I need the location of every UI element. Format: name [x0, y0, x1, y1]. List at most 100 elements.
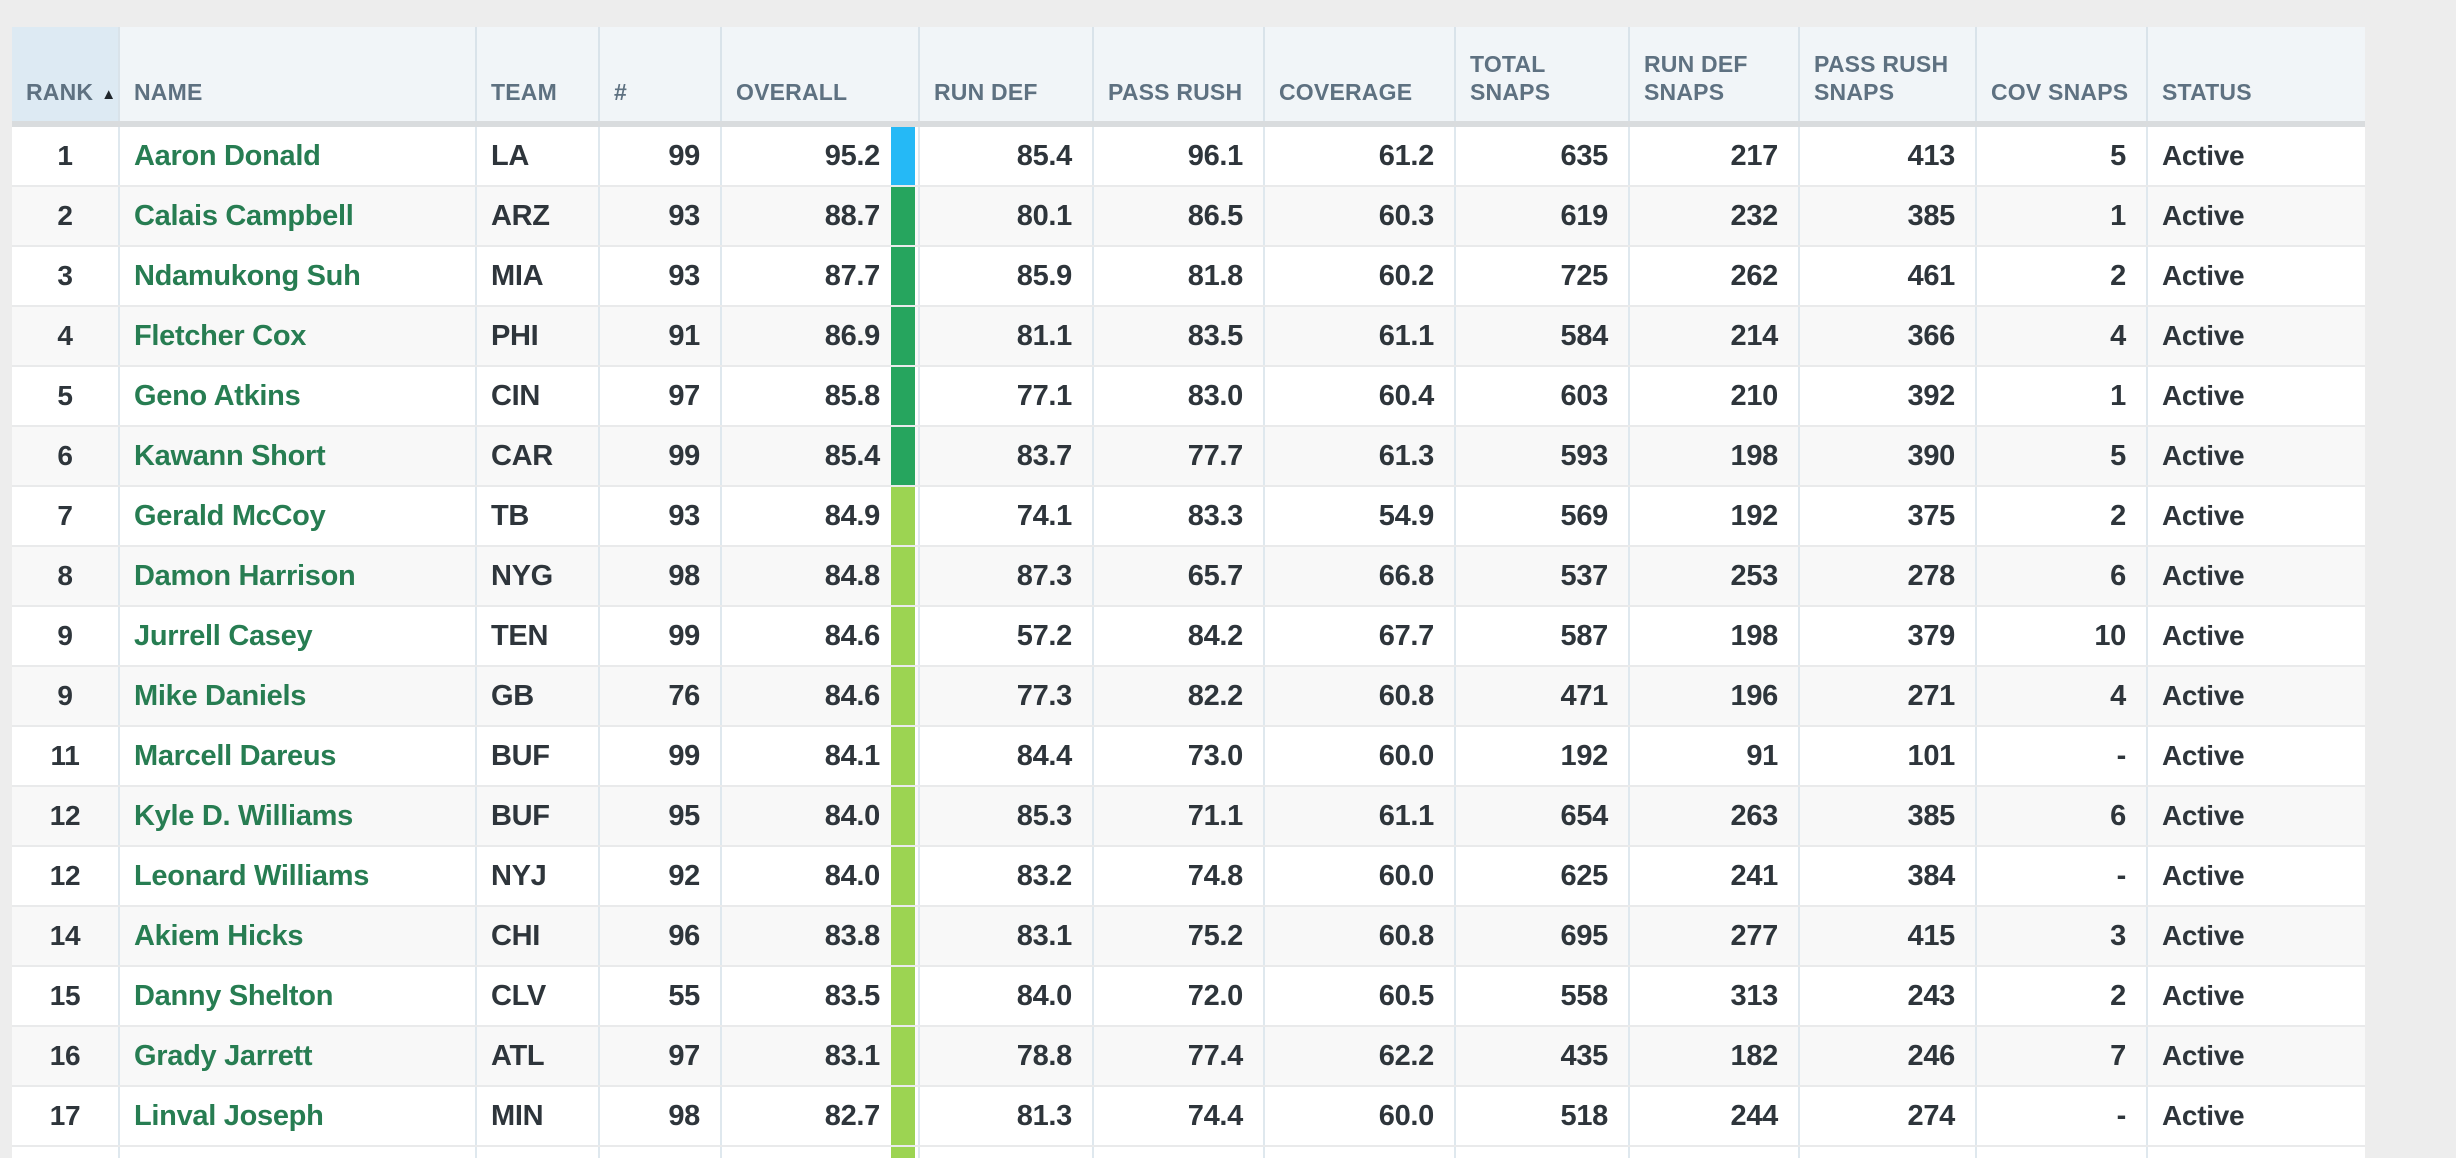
cell-pass_rush_snaps: 413 [1800, 127, 1977, 185]
cell-run_def_snaps: 313 [1630, 967, 1800, 1025]
player-link[interactable]: Kyle D. Williams [134, 799, 353, 832]
column-header-pass_rush_snaps[interactable]: PASS RUSH SNAPS [1800, 27, 1977, 121]
cell-pass_rush_snaps: 375 [1800, 487, 1977, 545]
cell-run_def: 84.0 [920, 967, 1094, 1025]
cell-pass_rush: 96.1 [1094, 127, 1265, 185]
column-header-name[interactable]: NAME [120, 27, 477, 121]
player-link[interactable]: Grady Jarrett [134, 1039, 313, 1072]
cell-cov_snaps: - [1977, 727, 2148, 785]
player-link[interactable]: Fletcher Cox [134, 319, 307, 352]
overall-grade-value: 85.4 [824, 439, 881, 472]
column-header-run_def[interactable]: RUN DEF [920, 27, 1094, 121]
player-link[interactable]: Kawann Short [134, 439, 326, 472]
player-link[interactable]: Gerald McCoy [134, 499, 326, 532]
cell-pass_rush: 72.0 [1094, 967, 1265, 1025]
cell-run_def_snaps: 198 [1630, 607, 1800, 665]
cell-pass_rush: 82.2 [1094, 667, 1265, 725]
cell-status: Active [2148, 127, 2365, 185]
cell-coverage: 60.5 [1265, 967, 1456, 1025]
cell-rank: 14 [12, 907, 120, 965]
column-header-rank[interactable]: RANK ▲ [12, 27, 120, 121]
cell-overall: 83.5 [722, 967, 920, 1025]
cell-total_snaps: 192 [1456, 727, 1630, 785]
overall-grade-bar [891, 907, 915, 965]
cell-jersey: 99 [600, 427, 722, 485]
cell-coverage: 60.4 [1265, 367, 1456, 425]
cell-name: Jurrell Casey [120, 607, 477, 665]
column-header-run_def_snaps[interactable]: RUN DEF SNAPS [1630, 27, 1800, 121]
cell-total_snaps: 435 [1456, 1027, 1630, 1085]
cell-rank: 5 [12, 367, 120, 425]
column-header-total_snaps[interactable]: TOTAL SNAPS [1456, 27, 1630, 121]
status-badge: Active [2162, 800, 2245, 831]
cell-team: GB [477, 667, 600, 725]
cell-rank: 12 [12, 787, 120, 845]
column-header-jersey[interactable]: # [600, 27, 722, 121]
column-header-label: STATUS [2162, 79, 2252, 106]
cell-pass_rush_snaps: 101 [1800, 727, 1977, 785]
cell-pass_rush_snaps: 385 [1800, 787, 1977, 845]
cell-pass_rush: 74.8 [1094, 847, 1265, 905]
player-link[interactable]: Akiem Hicks [134, 919, 304, 952]
table-row: 12 Leonard Williams NYJ 92 84.0 83.2 74.8 60.0 6… [12, 847, 2365, 907]
cell-jersey: 99 [600, 127, 722, 185]
cell-status: Active [2148, 427, 2365, 485]
player-link[interactable]: Geno Atkins [134, 379, 301, 412]
cell-overall: 84.1 [722, 727, 920, 785]
table-row: 17 Linval Joseph MIN 98 82.7 81.3 74.4 60.0 518 2… [12, 1087, 2365, 1147]
column-header-overall[interactable]: OVERALL [722, 27, 920, 121]
cell-status [2148, 1147, 2365, 1158]
overall-grade-value: 85.8 [824, 379, 881, 412]
cell-jersey: 93 [600, 247, 722, 305]
cell-jersey: 98 [600, 547, 722, 605]
cell-team: CAR [477, 427, 600, 485]
player-link[interactable]: Danny Shelton [134, 979, 334, 1012]
player-link[interactable]: Damon Harrison [134, 559, 356, 592]
cell-team: BUF [477, 787, 600, 845]
cell-name: Calais Campbell [120, 187, 477, 245]
column-header-label: RUN DEF SNAPS [1644, 50, 1748, 106]
column-header-coverage[interactable]: COVERAGE [1265, 27, 1456, 121]
column-header-status[interactable]: STATUS [2148, 27, 2365, 121]
overall-grade-bar [891, 427, 915, 485]
player-link[interactable]: Jurrell Casey [134, 619, 313, 652]
column-header-team[interactable]: TEAM [477, 27, 600, 121]
cell-name: Ndamukong Suh [120, 247, 477, 305]
status-badge: Active [2162, 920, 2245, 951]
cell-run_def_snaps: 217 [1630, 127, 1800, 185]
cell-jersey: 96 [600, 907, 722, 965]
cell-total_snaps: 584 [1456, 307, 1630, 365]
player-link[interactable]: Calais Campbell [134, 199, 354, 232]
cell-pass_rush_snaps: 246 [1800, 1027, 1977, 1085]
cell-status: Active [2148, 847, 2365, 905]
column-header-pass_rush[interactable]: PASS RUSH [1094, 27, 1265, 121]
player-link[interactable]: Linval Joseph [134, 1099, 324, 1132]
player-link[interactable]: Aaron Donald [134, 139, 321, 172]
player-link[interactable]: Ndamukong Suh [134, 259, 361, 292]
cell-total_snaps: 537 [1456, 547, 1630, 605]
cell-run_def_snaps: 214 [1630, 307, 1800, 365]
player-link[interactable]: Marcell Dareus [134, 739, 337, 772]
cell-rank: 9 [12, 607, 120, 665]
cell-team: TB [477, 487, 600, 545]
status-badge: Active [2162, 380, 2245, 411]
cell-jersey: 76 [600, 667, 722, 725]
cell-team: NYG [477, 547, 600, 605]
cell-name: Grady Jarrett [120, 1027, 477, 1085]
cell-jersey: 99 [600, 727, 722, 785]
cell-rank: 6 [12, 427, 120, 485]
cell-pass_rush: 73.0 [1094, 727, 1265, 785]
cell-cov_snaps: 6 [1977, 547, 2148, 605]
player-link[interactable]: Mike Daniels [134, 679, 307, 712]
cell-status: Active [2148, 307, 2365, 365]
column-header-cov_snaps[interactable]: COV SNAPS [1977, 27, 2148, 121]
player-link[interactable]: Leonard Williams [134, 859, 370, 892]
rank-value: 9 [57, 620, 73, 651]
cell-status: Active [2148, 667, 2365, 725]
cell-overall: 84.9 [722, 487, 920, 545]
cell-status: Active [2148, 367, 2365, 425]
cell-overall: 84.6 [722, 667, 920, 725]
rank-value: 5 [57, 380, 73, 411]
cell-pass_rush [1094, 1147, 1265, 1158]
overall-grade-value: 84.0 [824, 799, 881, 832]
